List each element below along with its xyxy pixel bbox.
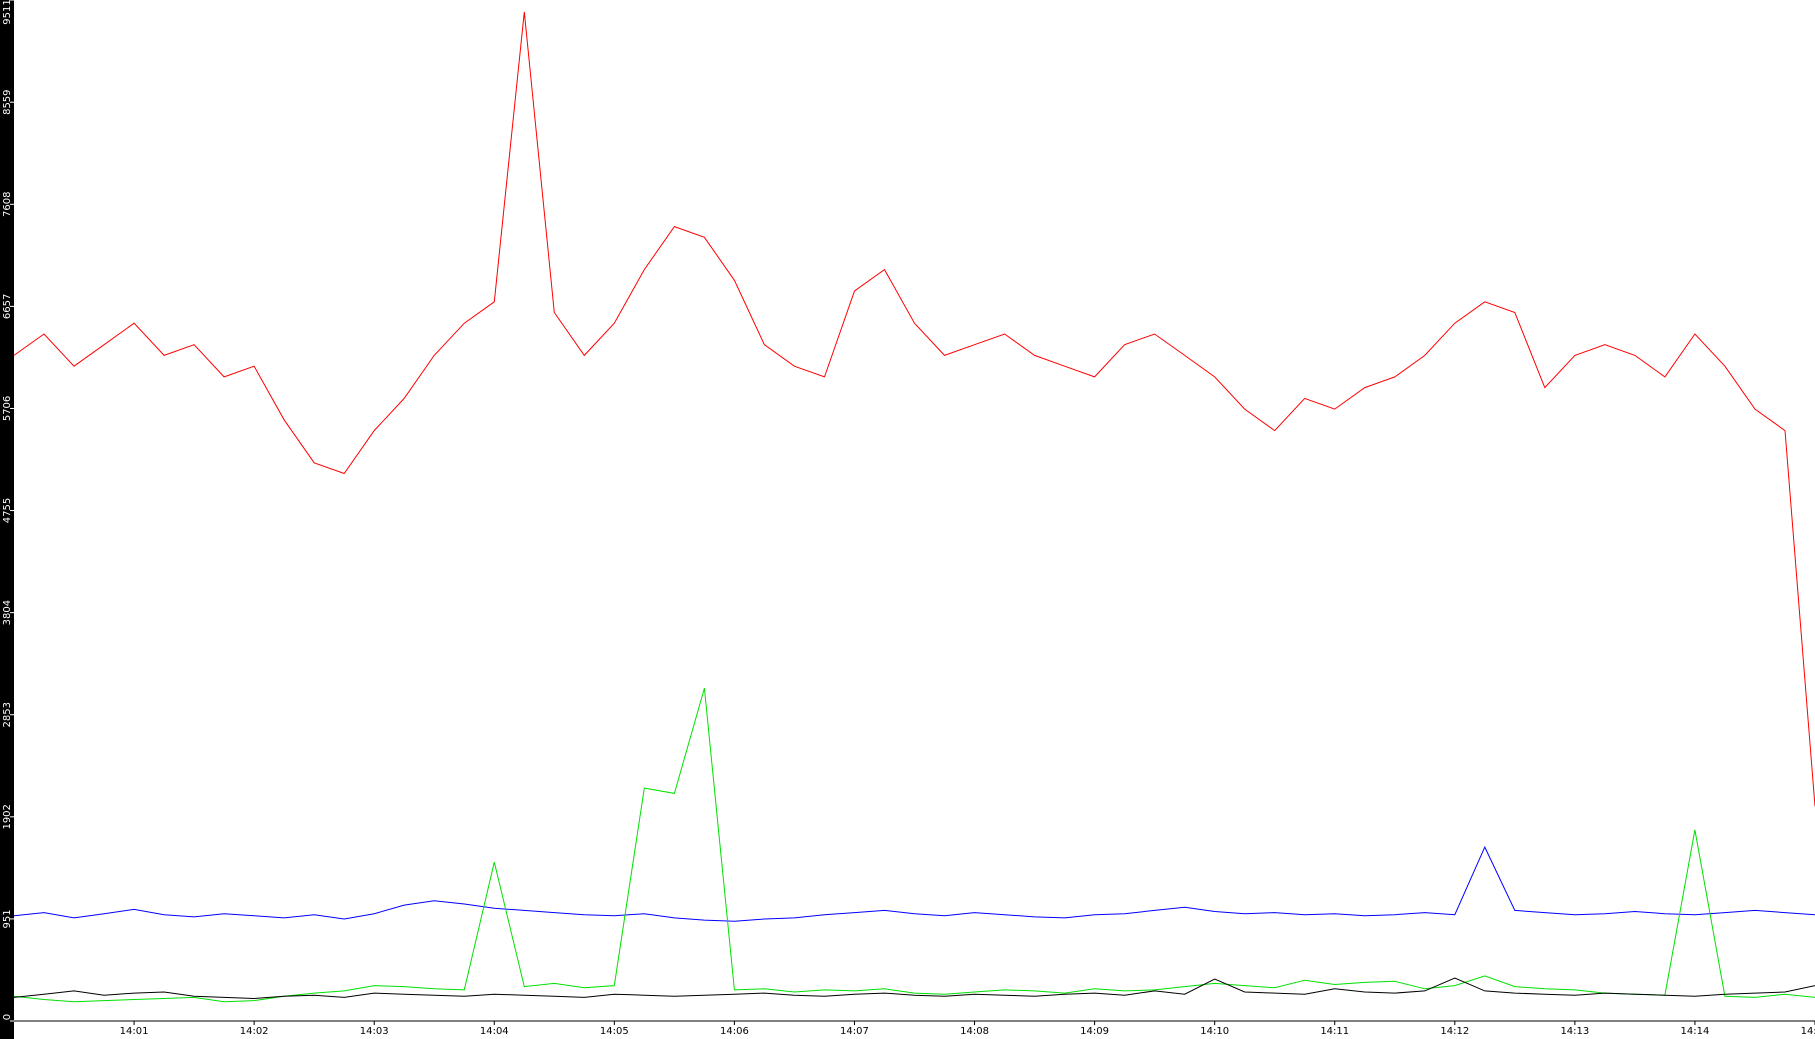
y-axis-bar bbox=[0, 0, 14, 1039]
series-line bbox=[13, 688, 1815, 1003]
series-line bbox=[13, 845, 1815, 922]
y-tick-label: 7608 bbox=[2, 192, 13, 217]
y-tick-label: 951 bbox=[2, 909, 13, 928]
series-line bbox=[13, 11, 1815, 807]
y-tick-label: 6657 bbox=[2, 294, 13, 319]
y-tick-label: 3804 bbox=[2, 600, 13, 625]
y-tick-label: 2853 bbox=[2, 702, 13, 727]
x-tick-label: 14:07 bbox=[840, 1026, 869, 1037]
x-tick-label: 14:08 bbox=[960, 1026, 989, 1037]
y-tick-label: 1902 bbox=[2, 804, 13, 829]
y-tick-label: 8559 bbox=[2, 89, 13, 114]
x-tick-label: 14:12 bbox=[1440, 1026, 1469, 1037]
x-tick-label: 14:11 bbox=[1320, 1026, 1349, 1037]
x-tick-label: 14:04 bbox=[480, 1026, 509, 1037]
series-line bbox=[13, 977, 1815, 1000]
y-tick-label: 4755 bbox=[2, 498, 13, 523]
x-tick-label: 14:10 bbox=[1200, 1026, 1229, 1037]
y-tick-label: 0 bbox=[2, 1014, 13, 1020]
y-tick-label: 9511 bbox=[2, 0, 13, 25]
x-tick-label: 14:15 bbox=[1801, 1026, 1815, 1037]
y-tick-label: 5706 bbox=[2, 396, 13, 421]
x-tick-label: 14:14 bbox=[1681, 1026, 1710, 1037]
x-tick-label: 14:09 bbox=[1080, 1026, 1109, 1037]
x-tick-label: 14:05 bbox=[600, 1026, 629, 1037]
x-tick-label: 14:01 bbox=[120, 1026, 149, 1037]
x-tick-label: 14:13 bbox=[1560, 1026, 1589, 1037]
x-tick-label: 14:03 bbox=[360, 1026, 389, 1037]
x-tick-label: 14:02 bbox=[240, 1026, 269, 1037]
x-tick-label: 14:06 bbox=[720, 1026, 749, 1037]
